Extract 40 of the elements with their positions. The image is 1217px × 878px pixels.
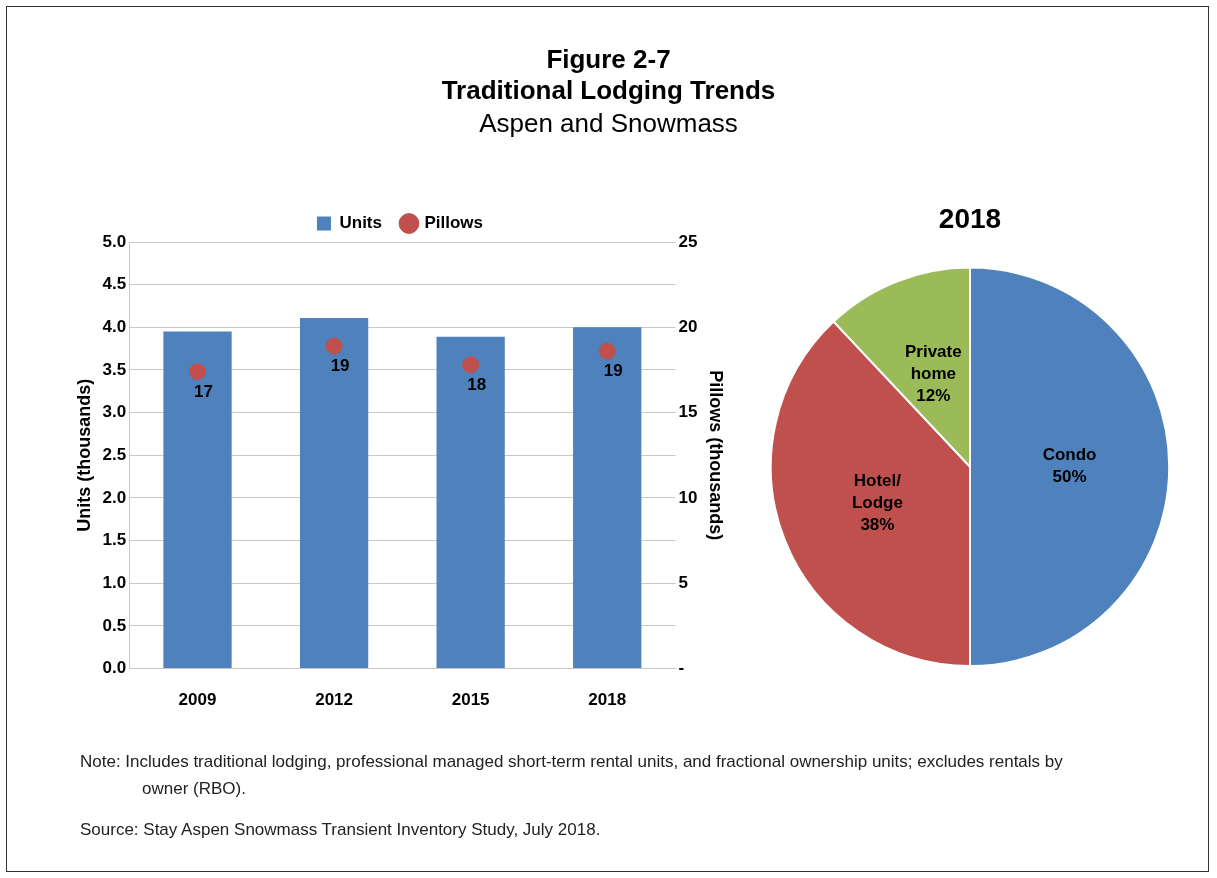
x-tick-label: 2018 [588, 690, 627, 710]
legend-label: Units [339, 213, 382, 233]
source-note: Source: Stay Aspen Snowmass Transient Inventory Study, July 2018. [80, 819, 602, 841]
chart-subtitle: Aspen and Snowmass [478, 107, 739, 140]
data-label: 12% [916, 385, 951, 405]
y2-tick-label: 5 [678, 572, 688, 592]
slice-label: Private home [904, 341, 962, 383]
x-tick-label: 2015 [451, 690, 490, 710]
slice-label: Hotel/ Lodge [851, 471, 903, 513]
x-tick-label: 2012 [315, 690, 353, 710]
y2-tick-label: 10 [678, 487, 698, 507]
y2-axis-title: Pillows (thousands) [706, 370, 727, 541]
legend-label: Pillows [424, 213, 484, 233]
y-tick-label: 0.0 [102, 658, 127, 678]
y-tick-label: 0.5 [102, 615, 127, 635]
y-tick-label: 2.0 [102, 487, 127, 507]
y-tick-label: 3.5 [102, 359, 127, 379]
data-label: 19 [603, 361, 623, 381]
y-tick-label: 2.5 [102, 444, 127, 464]
y2-tick-label: 15 [678, 402, 698, 422]
data-label: 50% [1052, 467, 1087, 487]
y-axis-title: Units (thousands) [73, 378, 94, 532]
y-tick-label: 5.0 [102, 231, 127, 251]
y2-tick-label: - [678, 658, 685, 678]
y2-tick-label: 25 [678, 231, 698, 251]
y2-tick-label: 20 [678, 317, 698, 337]
data-label: 17 [194, 381, 213, 401]
x-tick-label: 2009 [178, 690, 217, 710]
y-tick-label: 3.0 [102, 402, 127, 422]
data-label: 38% [860, 515, 895, 535]
slice-label: Condo [1042, 445, 1097, 465]
chart-title: Figure 2-7 Traditional Lodging Trends [440, 44, 777, 106]
text: Note: Includes traditional lodging, professional managed short-term rental units, and fractional ownership units; excludes rentals by owner (RBO). [80, 751, 1064, 800]
y-tick-label: 1.0 [102, 572, 127, 592]
y-tick-label: 1.5 [102, 530, 127, 550]
y-tick-label: 4.5 [102, 274, 127, 294]
data-label: 19 [330, 356, 350, 376]
data-label: 18 [467, 375, 487, 395]
y-tick-label: 4.0 [102, 317, 127, 337]
chart-title: 2018 [938, 202, 1002, 234]
